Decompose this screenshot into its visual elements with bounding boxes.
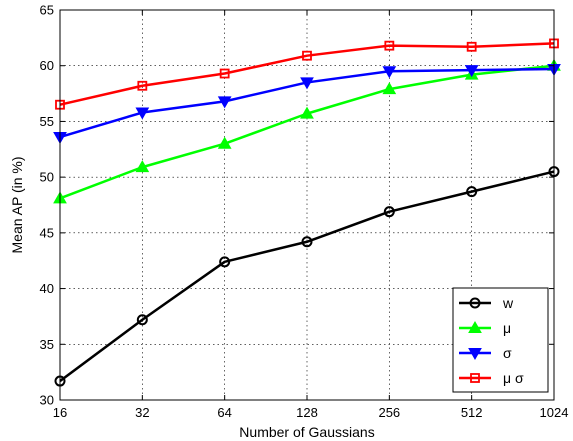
y-tick-label: 50 xyxy=(40,170,54,185)
legend-marker xyxy=(469,297,481,309)
legend-marker xyxy=(468,320,482,333)
data-point xyxy=(383,206,395,218)
data-point xyxy=(217,96,232,109)
data-point xyxy=(466,41,477,52)
legend-label: σ xyxy=(503,345,512,361)
y-tick-label: 35 xyxy=(40,337,54,352)
y-tick-label: 55 xyxy=(40,114,54,129)
y-tick-label: 65 xyxy=(40,3,54,18)
data-point xyxy=(136,314,148,326)
data-point xyxy=(137,80,148,91)
data-point xyxy=(384,40,395,51)
legend-item: σ xyxy=(459,345,512,361)
data-point xyxy=(219,68,230,79)
legend-item: μ σ xyxy=(459,370,524,386)
legend-item: μ xyxy=(459,320,511,336)
data-point xyxy=(301,236,313,248)
legend-label: μ xyxy=(503,320,511,336)
x-tick-label: 128 xyxy=(296,405,318,420)
series-line xyxy=(59,42,555,106)
data-point xyxy=(466,186,478,198)
data-point xyxy=(135,160,150,173)
y-tick-label: 60 xyxy=(40,58,54,73)
axis-ticks xyxy=(59,9,555,401)
x-tick-label: 512 xyxy=(461,405,483,420)
legend: wμσ μ σ xyxy=(452,287,549,393)
data-point xyxy=(302,50,312,61)
x-axis-title: Number of Gaussians xyxy=(239,424,374,440)
y-tick-label: 40 xyxy=(40,281,54,296)
data-point xyxy=(217,136,232,149)
legend-label: w xyxy=(502,295,514,311)
y-axis-title: Mean AP (in %) xyxy=(9,156,25,253)
x-tick-label: 256 xyxy=(378,405,400,420)
data-point xyxy=(300,77,314,90)
y-tick-label: 30 xyxy=(40,393,54,408)
legend-box xyxy=(452,287,549,393)
x-tick-label: 1024 xyxy=(540,405,569,420)
legend-label: μ σ xyxy=(503,370,524,386)
data-point xyxy=(219,256,231,268)
legend-marker xyxy=(470,373,480,383)
data-point xyxy=(464,65,479,78)
x-tick-label: 64 xyxy=(217,405,231,420)
data-point xyxy=(300,106,314,119)
series-line xyxy=(59,170,555,383)
data-point xyxy=(382,82,397,95)
legend-item: w xyxy=(459,295,514,311)
y-tick-label: 45 xyxy=(40,225,54,240)
data-point xyxy=(382,66,397,79)
x-tick-label: 32 xyxy=(135,405,149,420)
x-tick-label: 16 xyxy=(53,405,67,420)
data-point xyxy=(135,107,150,120)
tick-labels: 16 32 64 128 256 512 1024 30 35 40 45 50 55 60 65 xyxy=(40,3,569,421)
legend-marker xyxy=(468,348,482,361)
